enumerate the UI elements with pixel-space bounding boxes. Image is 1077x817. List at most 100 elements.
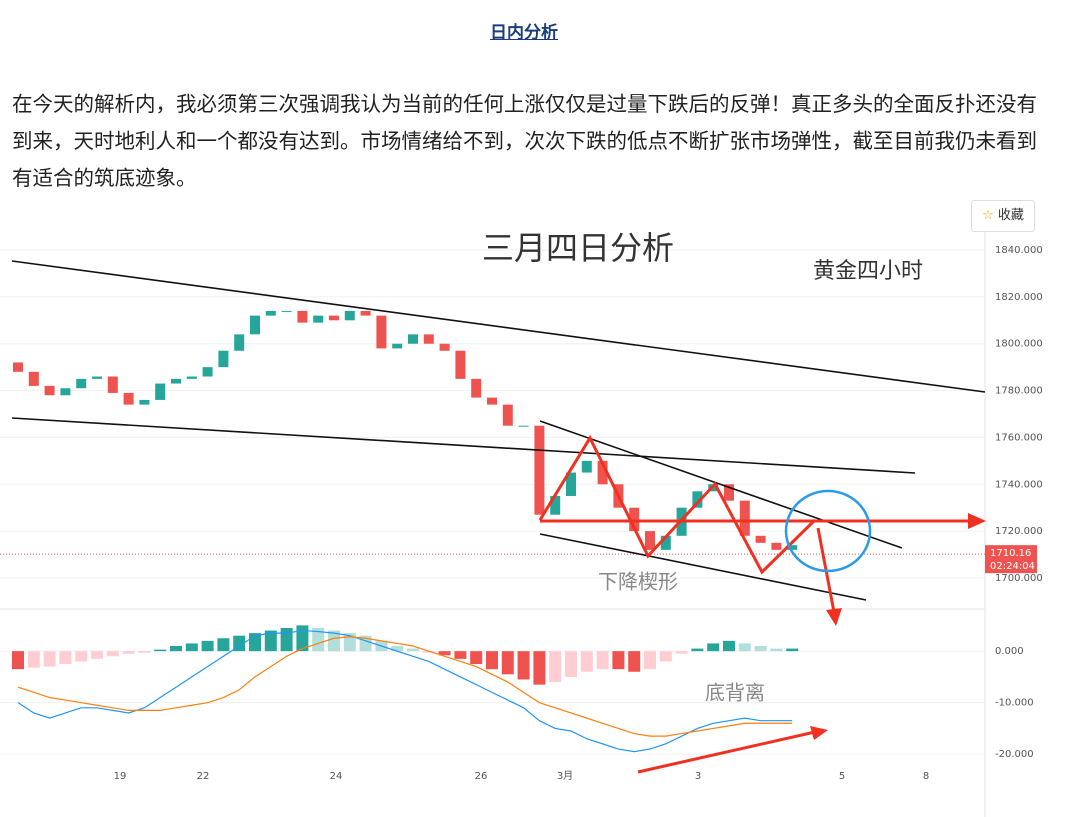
trendline — [11, 260, 986, 393]
x-tick-label: 5 — [839, 771, 845, 782]
candle-body — [502, 404, 513, 426]
y-tick-label: 1820.000 — [995, 292, 1043, 303]
macd-bar — [565, 651, 577, 677]
drawings — [11, 260, 986, 774]
candle-body — [518, 425, 529, 427]
macd-bar — [296, 625, 309, 652]
candle-body — [534, 425, 545, 515]
candle-body — [597, 460, 608, 485]
macd-dea-line — [17, 636, 793, 737]
x-tick-label: 22 — [197, 771, 210, 782]
arrow-head — [810, 726, 828, 740]
macd-bar — [170, 646, 182, 652]
candle-body — [360, 310, 371, 316]
candle-body — [92, 376, 102, 379]
candle-body — [155, 383, 166, 400]
arrow-head — [968, 513, 986, 529]
candle-body — [76, 378, 87, 389]
candle-body — [629, 507, 640, 532]
macd-bar — [391, 646, 404, 652]
y-tick-label: 1720.000 — [995, 526, 1043, 537]
candle-body — [392, 343, 403, 349]
macd-bar — [691, 648, 704, 652]
macd-bar — [312, 627, 325, 652]
star-icon: ☆ — [982, 208, 994, 223]
macd-bar — [533, 651, 546, 685]
macd-bar — [27, 651, 40, 668]
trendline — [539, 420, 903, 549]
candle-body — [471, 378, 482, 398]
candle-body — [423, 334, 434, 344]
macd-bar — [675, 651, 688, 654]
candle-body — [329, 315, 339, 321]
macd-bar — [486, 651, 498, 670]
chart-subtitle: 黄金四小时 — [813, 259, 923, 284]
macd-bar — [754, 646, 767, 652]
title[interactable]: 日内分析 — [490, 23, 558, 43]
candle-body — [408, 334, 418, 344]
highlight-circle — [784, 489, 872, 573]
candle-body — [692, 491, 703, 508]
y-tick-label: 1780.000 — [995, 386, 1043, 397]
marks: 1700.000 1720.000 1740.000 1760.000 1780.000… — [0, 245, 1043, 782]
last-price-label: 1710.16 — [990, 548, 1031, 559]
trendline — [11, 417, 916, 474]
candle-body — [265, 310, 276, 316]
macd-bar — [43, 651, 56, 667]
candle-body — [376, 315, 387, 349]
y-tick-label: 1840.000 — [995, 245, 1043, 256]
macd-bar — [438, 651, 451, 656]
x-tick-label: 3月 — [557, 770, 573, 782]
candle-body — [455, 350, 466, 379]
macd-bar — [407, 648, 419, 652]
candle-body — [186, 376, 197, 379]
candle-body — [281, 310, 292, 312]
candle-body — [123, 392, 134, 405]
macd-bar — [596, 651, 609, 670]
macd-bar — [549, 651, 562, 683]
favorite-label: 收藏 — [997, 208, 1024, 223]
macd-bar — [422, 651, 435, 653]
macd-bar — [280, 627, 293, 652]
arrow-head — [826, 608, 842, 626]
x-tick-label: 19 — [114, 771, 127, 782]
candle-body — [787, 545, 798, 550]
candle-body — [297, 310, 308, 323]
favorite-button[interactable]: ☆ 收藏 — [971, 200, 1035, 232]
countdown-label: 02:24:04 — [990, 561, 1035, 572]
macd-bar — [328, 630, 340, 652]
y-tick-label: 1740.000 — [995, 479, 1043, 490]
macd-bar — [264, 630, 277, 652]
macd-bar — [122, 651, 135, 654]
chart-bg — [0, 232, 1077, 817]
macd-bar — [628, 651, 641, 672]
trendline — [539, 533, 867, 601]
candle-body — [250, 315, 260, 335]
candle-body — [771, 542, 782, 550]
chart-title: 三月四日分析 — [482, 229, 674, 267]
macd-bar — [786, 648, 799, 652]
y-tick-label: 1700.000 — [995, 573, 1043, 584]
candle-body — [13, 362, 23, 372]
candle-body — [171, 378, 181, 384]
candle-body — [581, 460, 592, 473]
macd-bar — [612, 651, 625, 670]
y-tick-label: -10.000 — [995, 698, 1034, 709]
y-tick-label: 1800.000 — [995, 339, 1043, 350]
macd-bar — [217, 638, 230, 652]
macd-bar — [91, 651, 103, 659]
divergence-arrow — [637, 730, 816, 774]
candle-body — [660, 535, 671, 550]
candle-body — [566, 472, 576, 496]
macd-bar — [770, 648, 783, 652]
macd-bar — [580, 651, 593, 672]
y-tick-label: 0.000 — [995, 646, 1024, 657]
macd-bar — [501, 651, 514, 675]
annotation: 下降楔形 — [598, 570, 678, 594]
x-tick-label: 24 — [330, 771, 343, 782]
candle-body — [28, 371, 39, 386]
macd-bar — [470, 651, 483, 665]
macd-bar — [738, 643, 751, 652]
macd-bar — [343, 633, 356, 652]
